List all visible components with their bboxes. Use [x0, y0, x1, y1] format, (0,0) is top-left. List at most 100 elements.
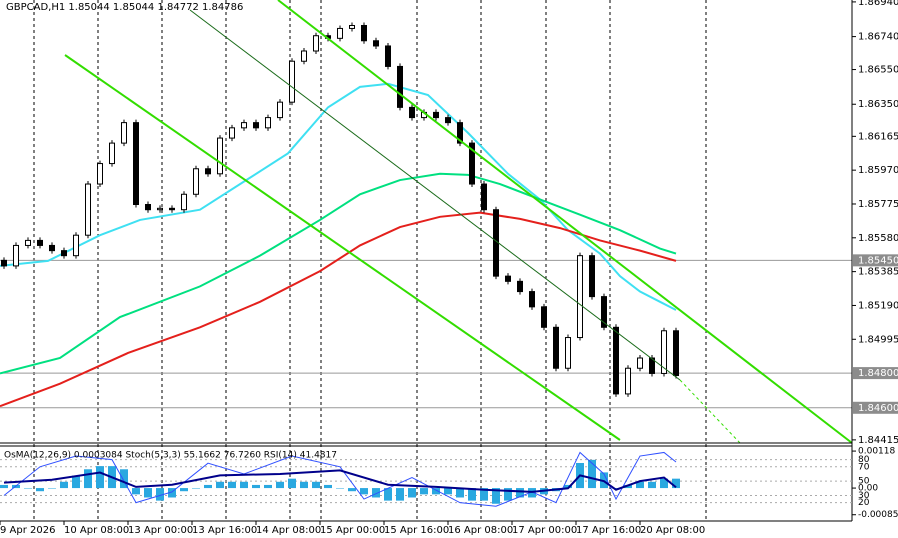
- rsi-line: [3, 469, 677, 493]
- candle-body: [565, 337, 571, 369]
- osma-bar: [84, 469, 92, 489]
- x-tick-label: 20 Apr 08:00: [640, 525, 705, 536]
- osma-bar: [192, 488, 200, 489]
- osma-bar: [72, 475, 80, 489]
- osma-bar: [336, 488, 344, 489]
- candle-body: [37, 239, 43, 246]
- trend-lines: [64, 0, 853, 444]
- candle-body: [217, 137, 223, 175]
- osma-bar: [36, 488, 44, 492]
- osma-bar: [96, 466, 104, 489]
- osma-bar: [24, 488, 32, 489]
- osma-bar: [204, 484, 212, 489]
- osma-bar: [144, 488, 152, 498]
- trend-line: [64, 54, 621, 441]
- y-tick-label: 1.86350: [858, 99, 898, 110]
- trend-line: [189, 9, 681, 381]
- candle-body: [277, 101, 283, 119]
- osma-bar: [612, 488, 620, 489]
- candle-body: [541, 306, 547, 328]
- osma-bar: [444, 488, 452, 495]
- osma-bar: [396, 488, 404, 501]
- candle-body: [649, 357, 655, 374]
- osma-bar: [480, 488, 488, 501]
- osma-bar: [216, 481, 224, 489]
- candle-body: [1, 259, 7, 267]
- trend-line: [679, 379, 741, 444]
- osma-bar: [120, 469, 128, 489]
- osma-bar: [240, 481, 248, 489]
- osma-bar: [324, 484, 332, 489]
- x-tick-label: 17 Apr 16:00: [576, 525, 641, 536]
- candle-body: [397, 65, 403, 108]
- y-tick-label: 1.86740: [858, 32, 898, 43]
- candle-body: [373, 40, 379, 47]
- candle-body: [673, 330, 679, 377]
- candle-body: [361, 24, 367, 42]
- candle-body: [133, 122, 139, 206]
- candle-body: [409, 106, 415, 119]
- osma-bar: [420, 488, 428, 495]
- osma-bar: [348, 488, 356, 492]
- y-tick-label: 80: [858, 455, 870, 465]
- osma-bar: [228, 481, 236, 489]
- y-tick-label: 1.85580: [858, 233, 898, 244]
- x-tick-label: 13 Apr 00:00: [128, 525, 193, 536]
- candle-body: [85, 183, 91, 236]
- y-tick-label: 1.86165: [858, 131, 898, 142]
- osma-bar: [660, 478, 668, 489]
- candle-body: [157, 207, 163, 211]
- ma-line: [0, 172, 677, 375]
- osma-bar: [156, 488, 164, 501]
- levels: [0, 259, 852, 409]
- candle-body: [61, 250, 67, 257]
- y-tick-label: 1.86550: [858, 65, 898, 76]
- candle-body: [313, 35, 319, 52]
- candle-body: [253, 122, 259, 129]
- y2-tick-label: -0.00085: [858, 510, 898, 520]
- osma-bar: [408, 488, 416, 498]
- y-tick-label: 1.85385: [858, 267, 898, 278]
- candle-body: [25, 239, 31, 246]
- candle-body: [121, 122, 127, 144]
- osma-bar: [636, 481, 644, 489]
- indicator-label: OsMA(12,26,9) 0.0003084 Stoch(5,3,3) 55.…: [4, 451, 337, 461]
- candle-body: [337, 27, 343, 39]
- candle-body: [181, 193, 187, 211]
- candle-body: [385, 45, 391, 67]
- candle-body: [433, 111, 439, 119]
- y-tick-label: 1.85190: [858, 300, 898, 311]
- osma-bar: [0, 484, 8, 489]
- osma-bar: [588, 459, 596, 489]
- candle-body: [73, 234, 79, 257]
- candle-body: [13, 244, 19, 267]
- candle-body: [589, 255, 595, 298]
- y-tick-label: 1.85775: [858, 199, 898, 210]
- candle-body: [241, 122, 247, 129]
- osma-bar: [624, 484, 632, 489]
- x-tick-label: 17 Apr 00:00: [512, 525, 577, 536]
- candle-body: [265, 117, 271, 129]
- level-label: 1.84600: [858, 403, 898, 414]
- osma-bar: [504, 488, 512, 501]
- x-tick-label: 14 Apr 08:00: [256, 525, 321, 536]
- level-tag: [853, 367, 898, 380]
- chart-title: GBPCAD,H1 1.85044 1.85044 1.84772 1.8478…: [6, 2, 243, 13]
- candle-body: [469, 142, 475, 185]
- x-tick-label: 15 Apr 16:00: [384, 525, 449, 536]
- osma-bar: [168, 488, 176, 498]
- candle-body: [661, 330, 667, 374]
- candle-body: [169, 207, 175, 211]
- candle-body: [529, 291, 535, 308]
- candle-body: [517, 280, 523, 293]
- x-tick-label: 13 Apr 16:00: [192, 525, 257, 536]
- candle-body: [601, 296, 607, 328]
- level-tag: [853, 254, 898, 267]
- osma-bar: [276, 481, 284, 489]
- osma-bar: [360, 488, 368, 495]
- candle-body: [457, 122, 463, 144]
- osma-bar: [492, 488, 500, 504]
- y-tick-label: 1.85970: [858, 165, 898, 176]
- candle-body: [97, 163, 103, 185]
